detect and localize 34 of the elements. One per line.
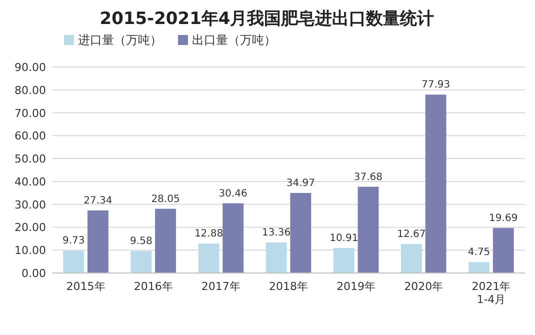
y-tick-label: 90.00	[14, 61, 46, 74]
data-label: 12.67	[397, 229, 426, 240]
data-label: 77.93	[421, 80, 450, 91]
data-label: 19.69	[489, 212, 518, 224]
y-tick-label: 10.00	[14, 244, 46, 258]
x-tick-label: 2015年	[66, 280, 106, 293]
y-tick-label: 20.00	[14, 221, 46, 234]
data-label: 34.97	[286, 178, 315, 189]
x-tick-label: 2020年	[404, 280, 444, 293]
data-label: 9.73	[62, 236, 85, 247]
y-tick-label: 50.00	[14, 152, 46, 166]
data-label: 13.36	[262, 227, 291, 238]
data-label: 4.75	[468, 247, 490, 258]
title: 2015-2021年4月我国肥皂进出口数量统计	[100, 9, 434, 29]
legend-label: 出口量（万吨）	[192, 33, 276, 47]
y-tick-label: 30.00	[14, 198, 46, 212]
y-tick-label: 0.00	[22, 267, 46, 280]
y-tick-label: 60.00	[14, 130, 46, 143]
legend-label: 进口量（万吨）	[78, 33, 162, 47]
y-tick-label: 70.00	[14, 106, 46, 120]
data-label: 27.34	[84, 195, 112, 206]
x-tick-label: 2018年	[269, 280, 308, 293]
x-tick-label: 2016年	[134, 280, 173, 293]
data-label: 10.91	[330, 233, 358, 244]
data-label: 12.88	[194, 228, 224, 240]
data-label: 9.58	[130, 236, 152, 248]
data-label: 37.68	[354, 172, 383, 183]
x-tick-label: 2017年	[201, 280, 240, 293]
data-label: 28.05	[151, 194, 180, 205]
x-tick-label: 2019年	[336, 280, 376, 293]
x-tick-label: 2021年 1-4月	[472, 280, 511, 306]
data-label: 30.46	[218, 188, 248, 200]
y-tick-label: 40.00	[14, 175, 46, 188]
y-tick-label: 80.00	[14, 84, 46, 97]
